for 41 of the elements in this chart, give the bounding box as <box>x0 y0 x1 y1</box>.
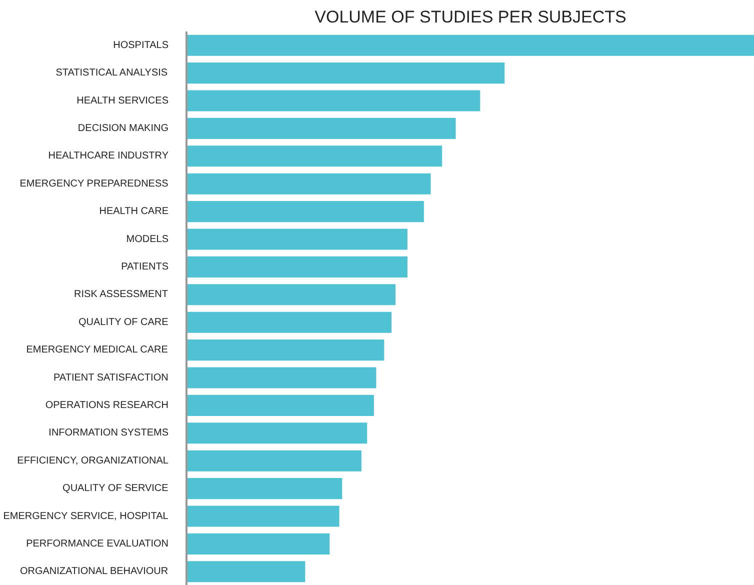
bar <box>186 422 368 444</box>
bar <box>186 34 754 56</box>
y-tick-label: EFFICIENCY, ORGANIZATIONAL <box>17 455 169 466</box>
bar <box>186 284 396 306</box>
bar <box>186 228 408 250</box>
y-tick-label: HEALTH SERVICES <box>76 95 169 106</box>
bar <box>186 62 505 84</box>
y-tick-label: HOSPITALS <box>113 40 169 51</box>
bar <box>186 90 480 112</box>
y-tick-label: QUALITY OF CARE <box>78 316 169 328</box>
y-tick-label: DECISION MAKING <box>78 122 169 134</box>
bar <box>186 173 431 194</box>
bar <box>186 394 374 416</box>
y-tick-label: INFORMATION SYSTEMS <box>48 428 169 439</box>
bar <box>186 478 342 500</box>
y-tick-label: MODELS <box>126 234 169 245</box>
bar <box>186 506 340 527</box>
y-tick-label: STATISTICAL ANALYSIS <box>56 68 168 79</box>
y-tick-label: PATIENT SATISFACTION <box>53 372 168 384</box>
bar <box>186 367 376 388</box>
y-tick-label: HEALTHCARE INDUSTRY <box>48 150 169 162</box>
bar <box>186 450 362 472</box>
chart-title: VOLUME OF STUDIES PER SUBJECTS <box>314 8 626 26</box>
bar <box>186 146 442 167</box>
bar <box>186 201 424 222</box>
bar <box>186 340 384 361</box>
bar <box>186 256 408 278</box>
y-tick-label: ORGANIZATIONAL BEHAVIOUR <box>20 566 168 578</box>
y-tick-label: RISK ASSESSMENT <box>74 289 168 300</box>
bar <box>186 561 306 582</box>
y-tick-label: PERFORMANCE EVALUATION <box>26 538 169 550</box>
y-tick-label: PATIENTS <box>121 261 169 272</box>
y-tick-label: HEALTH CARE <box>99 206 169 218</box>
bar <box>186 533 330 554</box>
y-tick-label: EMERGENCY PREPAREDNESS <box>20 178 169 190</box>
bar <box>186 118 456 139</box>
y-tick-label: OPERATIONS RESEARCH <box>45 400 169 411</box>
y-tick-label: EMERGENCY MEDICAL CARE <box>26 344 168 356</box>
bar <box>186 312 392 333</box>
y-tick-label: QUALITY OF SERVICE <box>62 483 169 494</box>
y-tick-label: EMERGENCY SERVICE, HOSPITAL <box>3 510 169 522</box>
